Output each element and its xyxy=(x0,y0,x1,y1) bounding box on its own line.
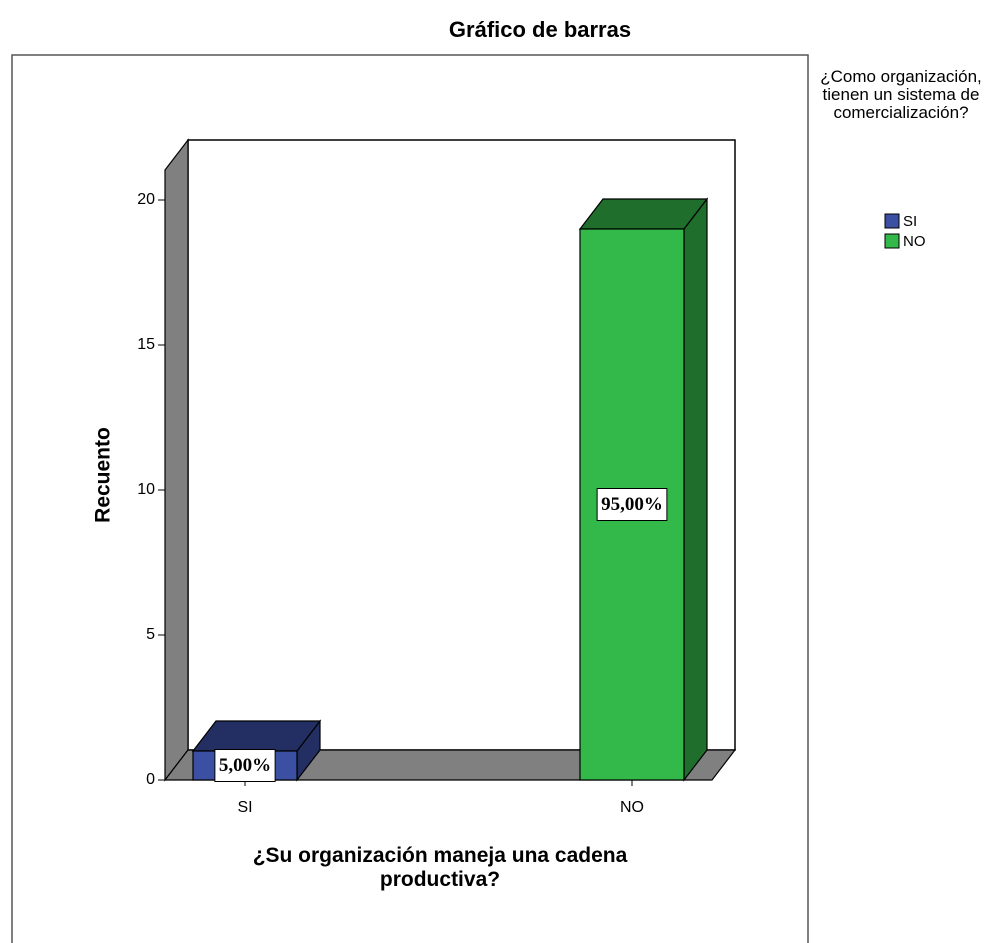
x-tick-label: NO xyxy=(620,799,644,816)
bar-top xyxy=(578,198,709,230)
y-tick-label: 20 xyxy=(137,191,155,208)
y-tick-label: 0 xyxy=(146,771,155,788)
data-label: 95,00% xyxy=(601,494,663,515)
legend-label: SI xyxy=(903,213,917,230)
chart-title: Gráfico de barras xyxy=(449,17,631,42)
y-tick-label: 15 xyxy=(137,336,155,353)
legend-swatch xyxy=(884,213,900,229)
data-label: 5,00% xyxy=(219,755,271,776)
legend-swatch xyxy=(884,233,900,249)
left-wall xyxy=(164,138,189,782)
x-axis-title: ¿Su organización maneja una cadena produ… xyxy=(252,844,628,891)
data-label-box xyxy=(596,488,668,521)
x-tick-label: SI xyxy=(237,799,252,816)
legend-title: ¿Como organización, tienen un sistema de… xyxy=(820,67,982,122)
data-label-box xyxy=(214,749,276,782)
legend-label: NO xyxy=(903,233,926,250)
y-axis-title: Recuento xyxy=(92,427,115,523)
y-tick-label: 5 xyxy=(146,626,155,643)
y-tick-label: 10 xyxy=(137,481,155,498)
bar-side xyxy=(683,197,708,782)
bar-top xyxy=(191,720,322,752)
